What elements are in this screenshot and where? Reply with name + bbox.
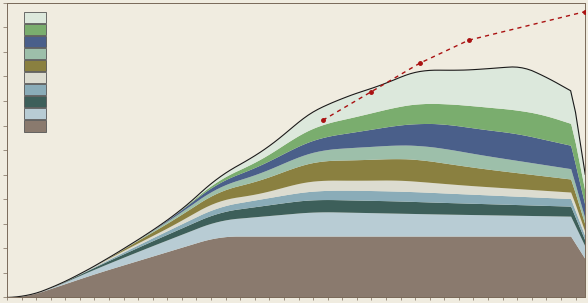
- Bar: [24, 108, 46, 119]
- Bar: [24, 84, 46, 95]
- Bar: [24, 72, 46, 83]
- Bar: [24, 96, 46, 107]
- Bar: [24, 60, 46, 71]
- Bar: [24, 120, 46, 132]
- Bar: [24, 36, 46, 47]
- Bar: [24, 48, 46, 59]
- Bar: [24, 24, 46, 35]
- Bar: [24, 12, 46, 23]
